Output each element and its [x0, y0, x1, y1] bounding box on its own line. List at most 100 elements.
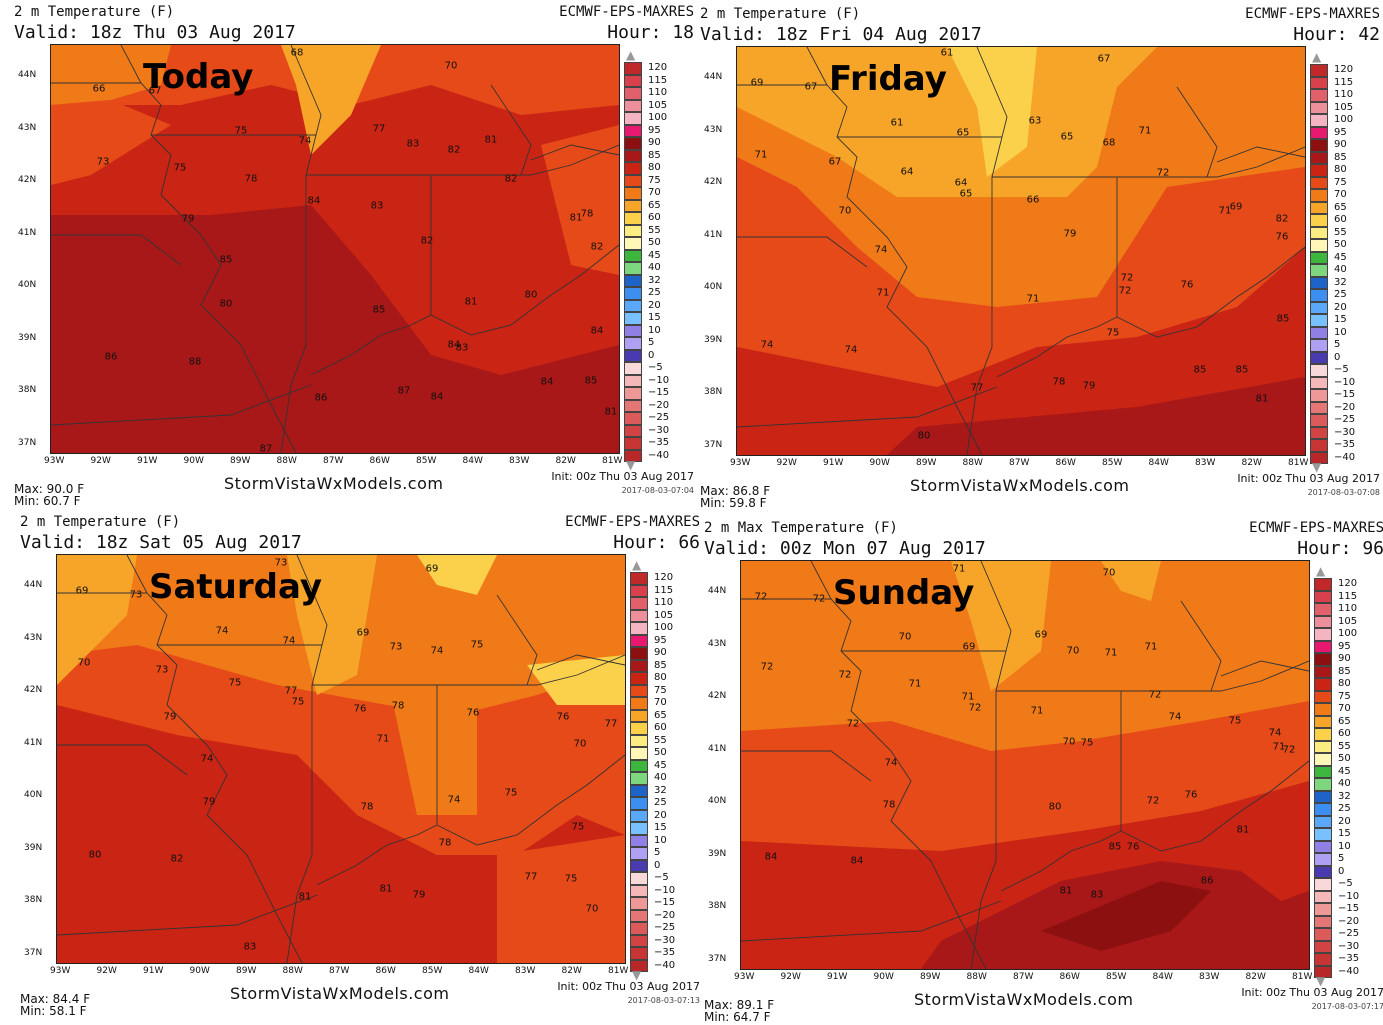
temperature-value: 71 [1104, 647, 1118, 659]
temperature-value: 77 [524, 871, 538, 883]
temperature-value: 66 [92, 83, 106, 95]
forecast-hour: Hour: 96 [1297, 538, 1383, 559]
temperature-value: 82 [420, 235, 434, 247]
temperature-value: 63 [1028, 115, 1042, 127]
lon-label: 89W [230, 456, 251, 466]
temperature-value: 72 [1156, 167, 1170, 179]
temperature-value: 81 [1255, 393, 1269, 405]
temperature-value: 72 [760, 661, 774, 673]
temperature-value: 71 [754, 149, 768, 161]
run-stamp: 2017-08-03-07:17 [1311, 1002, 1383, 1011]
temperature-value: 86 [314, 392, 328, 404]
colorbar-cell [630, 722, 648, 735]
temperature-value: 71 [961, 691, 975, 703]
lat-label: 39N [708, 848, 727, 859]
colorbar-label: 120 [648, 62, 668, 73]
colorbar-cell [1310, 364, 1328, 377]
run-stamp: 2017-08-03-07:08 [1307, 488, 1380, 497]
colorbar-cell [1314, 853, 1332, 866]
temperature-value: 74 [760, 339, 774, 351]
panel-title: 2 m Temperature (F) [20, 514, 181, 530]
colorbar-cell [1310, 189, 1328, 202]
colorbar-cell [1314, 665, 1332, 678]
colorbar-label: −10 [648, 374, 670, 386]
temperature-value: 85 [1235, 364, 1249, 376]
forecast-panel: 2 m Temperature (F) Valid: 18z Sat 05 Aug… [20, 514, 700, 1019]
colorbar-label: 105 [1334, 101, 1354, 113]
colorbar-label: −40 [1338, 965, 1360, 977]
temperature-value: 61 [940, 47, 954, 59]
colorbar-label: 10 [1334, 326, 1347, 338]
colorbar-cell [1310, 251, 1328, 264]
temperature-value: 70 [1066, 645, 1080, 657]
temperature-value: 71 [1272, 741, 1286, 753]
init-time: Init: 00z Thu 03 Aug 2017 2017-08-03-07:1… [557, 980, 700, 1005]
colorbar-label: −25 [654, 922, 676, 933]
min-value: Min: 58.1 F [20, 1004, 87, 1018]
temperature-value: 70 [573, 738, 587, 750]
panel-title: 2 m Max Temperature (F) [704, 520, 898, 536]
lat-label: 40N [18, 280, 37, 290]
lat-label: 43N [18, 122, 37, 133]
colorbar-cell [1314, 728, 1332, 741]
lat-label: 43N [24, 632, 43, 643]
day-label: Today [143, 57, 254, 97]
colorbar-label: −40 [648, 449, 670, 461]
colorbar-label: −30 [654, 934, 676, 946]
temperature-value: 85 [1108, 841, 1122, 853]
temperature-value: 77 [284, 685, 298, 697]
temperature-value: 74 [282, 635, 296, 647]
lon-label: 93W [734, 972, 755, 982]
colorbar-cell [1310, 264, 1328, 277]
colorbar-cell [1310, 226, 1328, 239]
temperature-value: 66 [1026, 194, 1040, 206]
colorbar-cell [630, 622, 648, 635]
lon-label: 85W [416, 456, 437, 466]
lon-label: 86W [369, 456, 390, 466]
lon-label: 82W [561, 966, 582, 976]
colorbar-cell [624, 424, 642, 437]
colorbar-label: 15 [648, 312, 661, 323]
colorbar-label: 70 [1338, 703, 1351, 714]
lon-label: 89W [920, 972, 941, 982]
lon-label: 89W [236, 966, 257, 976]
colorbar-label: 50 [654, 747, 667, 758]
temperature-value: 76 [353, 703, 367, 715]
temperature-value: 85 [372, 304, 386, 316]
temperature-value: 83 [455, 342, 469, 354]
lon-label: 87W [1009, 458, 1030, 468]
temperature-value: 74 [844, 344, 858, 356]
colorbar-cell [630, 922, 648, 935]
colorbar-label: −25 [1338, 928, 1360, 939]
forecast-panel: 2 m Temperature (F) Valid: 18z Thu 03 Aug… [14, 4, 694, 509]
colorbar-label: 25 [1338, 803, 1351, 814]
temperature-value: 77 [604, 718, 618, 730]
colorbar-label: 90 [654, 647, 667, 658]
colorbar-cell [1310, 164, 1328, 177]
colorbar-cell [624, 399, 642, 412]
colorbar-label: 10 [654, 834, 667, 846]
colorbar-cell [1310, 376, 1328, 389]
colorbar-cell [630, 697, 648, 710]
lat-label: 41N [704, 229, 723, 240]
site-name: StormVistaWxModels.com [230, 984, 450, 1003]
lon-label: 85W [1106, 972, 1127, 982]
colorbar-label: −40 [1334, 451, 1356, 463]
colorbar-label: 80 [1334, 164, 1347, 175]
temperature-value: 78 [580, 208, 594, 220]
colorbar-top-marker: ▲ [1316, 564, 1326, 578]
lat-label: 42N [24, 685, 43, 695]
colorbar-cell [1314, 790, 1332, 803]
temperature-value: 78 [360, 801, 374, 813]
lon-label: 90W [189, 966, 210, 976]
colorbar-cell [630, 834, 648, 847]
colorbar-label: −20 [648, 399, 670, 411]
temperature-value: 75 [571, 821, 585, 833]
map-svg [737, 47, 1305, 455]
temperature-value: 72 [1146, 795, 1160, 807]
colorbar-label: −35 [654, 947, 676, 958]
colorbar-label: 75 [1338, 690, 1351, 702]
colorbar-cell [1314, 653, 1332, 666]
lon-label: 92W [90, 456, 111, 466]
lat-label: 42N [18, 175, 37, 185]
